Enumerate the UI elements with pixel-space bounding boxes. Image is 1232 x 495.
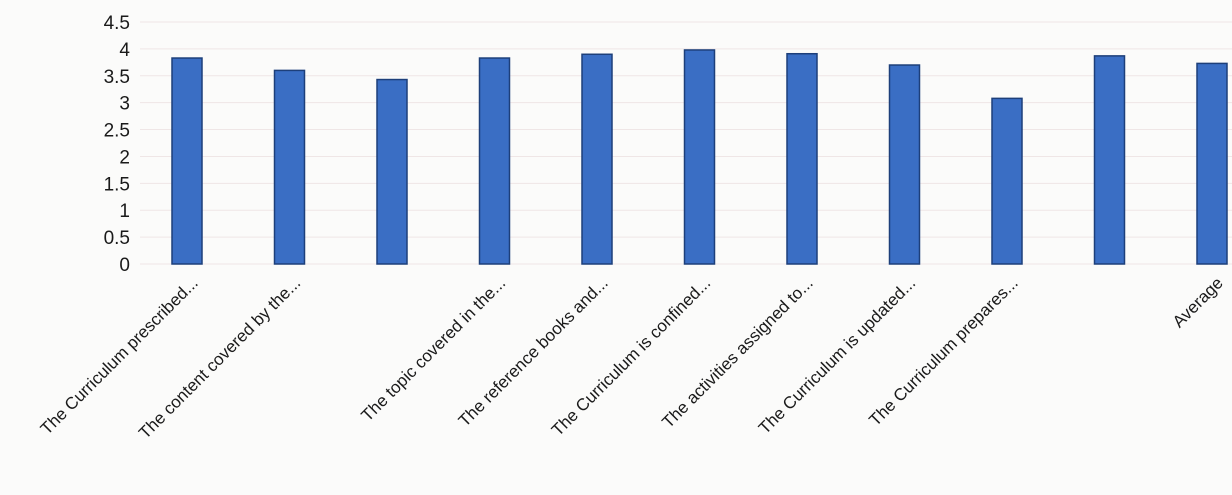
bar — [888, 64, 921, 265]
y-tick-label: 1.5 — [104, 174, 130, 195]
bar — [581, 53, 613, 265]
bars — [171, 49, 1228, 265]
y-tick-label: 4.5 — [104, 13, 130, 34]
x-category-label: Average — [1169, 273, 1227, 331]
bar — [1196, 62, 1228, 265]
y-tick-label: 4 — [119, 40, 130, 61]
bar — [683, 49, 716, 265]
y-tick-label: 3.5 — [104, 67, 130, 88]
bar — [376, 78, 408, 265]
x-category-label: The content covered by the... — [135, 273, 304, 442]
bar — [478, 57, 511, 265]
bar — [1093, 55, 1126, 265]
bar — [786, 52, 818, 265]
y-tick-label: 0.5 — [104, 228, 130, 249]
bar — [171, 57, 203, 265]
y-tick-label: 2.5 — [104, 121, 130, 142]
y-tick-label: 2 — [119, 147, 130, 168]
y-axis-tick-labels: 0 0.5 1 1.5 2 2.5 3 3.5 4 4.5 — [104, 13, 131, 276]
y-tick-label: 3 — [119, 94, 130, 115]
x-axis-category-labels: The Curriculum prescribed...The content … — [37, 273, 1227, 442]
y-tick-label: 1 — [119, 201, 130, 222]
bar — [991, 97, 1023, 265]
y-tick-label: 0 — [119, 255, 130, 276]
bar — [273, 69, 306, 265]
